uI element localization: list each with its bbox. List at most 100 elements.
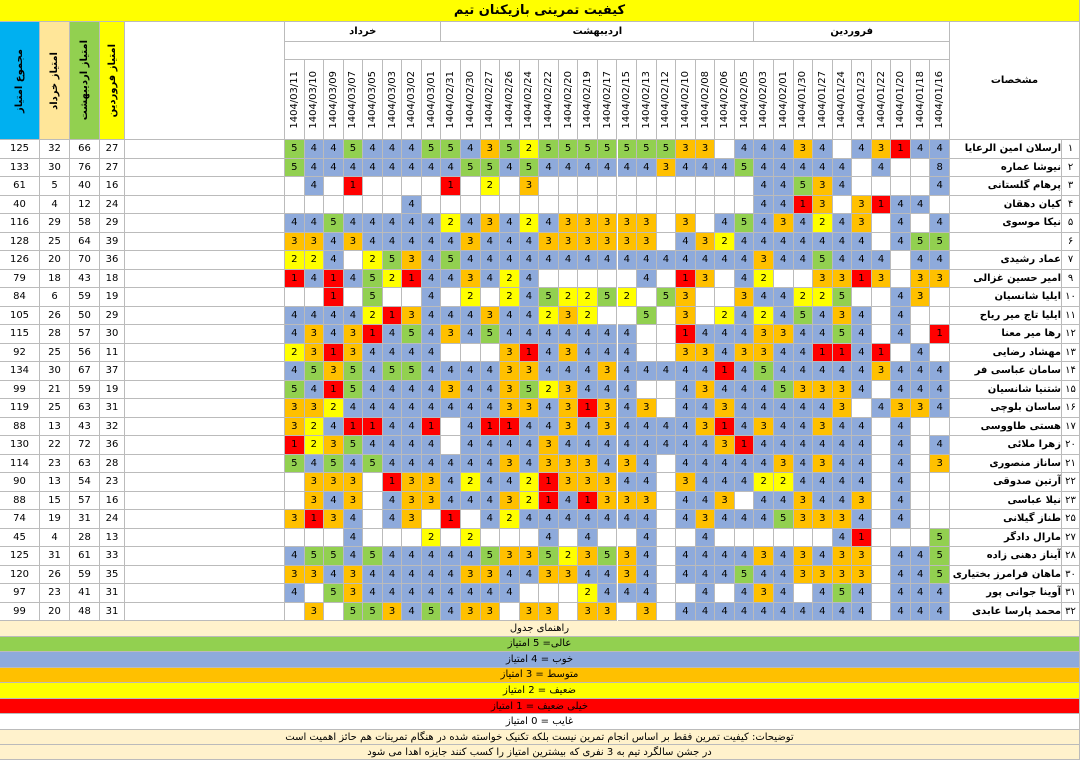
score-cell: 4 <box>910 140 931 159</box>
player-name-text: طناز گیلانی <box>1003 513 1061 525</box>
score-cell: 5 <box>637 140 657 159</box>
score-cell-text: 4 <box>447 476 454 488</box>
score-cell-text: 4 <box>897 494 904 506</box>
score-cell: 4 <box>891 565 911 584</box>
empty-cell <box>597 528 618 547</box>
score-cell-text: 4 <box>682 235 689 247</box>
score-cell: 4 <box>656 251 677 270</box>
score-cell: 4 <box>597 510 618 529</box>
summary-value-text: 19 <box>48 513 61 525</box>
score-cell-text: 5 <box>330 550 337 562</box>
empty-cell <box>382 195 403 214</box>
score-cell: 4 <box>676 565 696 584</box>
score-cell: 2 <box>500 510 520 529</box>
score-cell: 4 <box>813 140 833 159</box>
score-cell: 4 <box>715 547 735 566</box>
score-cell: 3 <box>754 251 774 270</box>
score-cell-text: 4 <box>799 420 806 432</box>
score-cell-text: 4 <box>701 531 709 543</box>
title-bar: کیفیت تمرینی بازیکنان تیم <box>0 0 1080 22</box>
score-cell-text: 4 <box>623 420 630 432</box>
empty-cell <box>715 528 735 547</box>
date-header: 1404/01/22 <box>871 60 892 140</box>
score-cell-text: 4 <box>799 402 806 414</box>
score-cell: 4 <box>715 343 735 362</box>
score-cell-text: 1 <box>877 346 885 358</box>
score-cell: 1 <box>304 510 325 529</box>
summary-value: 116 <box>0 214 40 233</box>
score-cell: 4 <box>500 473 520 492</box>
score-cell: 3 <box>871 140 892 159</box>
score-cell: 4 <box>382 565 403 584</box>
score-cell: 4 <box>852 380 872 399</box>
score-cell-text: 4 <box>916 254 924 266</box>
player-name-text: ساسان بلوچی <box>990 402 1061 414</box>
score-cell-text: 4 <box>838 439 846 451</box>
summary-value: 19 <box>40 510 70 529</box>
summary-value-text: 30 <box>48 161 61 173</box>
score-cell-text: 2 <box>780 476 787 488</box>
score-cell: 4 <box>597 436 618 455</box>
score-cell: 4 <box>813 362 833 381</box>
date-header-text: 1404/03/01 <box>425 70 437 129</box>
empty-cell <box>500 177 520 196</box>
score-cell-text: 4 <box>916 605 924 617</box>
summary-value-text: 25 <box>48 402 61 414</box>
blank-cell <box>125 510 285 529</box>
score-cell: 1 <box>421 417 442 436</box>
score-cell-text: 4 <box>584 346 591 358</box>
summary-value-text: 22 <box>48 439 61 451</box>
score-cell: 3 <box>832 306 853 325</box>
score-cell-text: 1 <box>447 513 454 525</box>
summary-header-text: مجموع امتیاز <box>14 48 25 113</box>
score-cell-text: 3 <box>506 383 513 395</box>
empty-cell <box>519 195 540 214</box>
score-cell-text: 4 <box>525 420 533 432</box>
score-cell: 4 <box>715 251 735 270</box>
score-cell-text: 3 <box>349 568 357 580</box>
summary-value-text: 29 <box>105 217 119 229</box>
score-cell: 4 <box>773 288 794 307</box>
score-cell: 4 <box>578 362 598 381</box>
empty-cell <box>382 177 403 196</box>
row-number: ۲۳ <box>1062 491 1080 510</box>
empty-cell <box>871 528 892 547</box>
details-header-text: مشخصات <box>990 75 1039 86</box>
score-cell-text: 2 <box>819 217 826 229</box>
score-cell-text: 3 <box>349 346 357 358</box>
row-number-text: ۱۴ <box>1065 365 1076 377</box>
score-cell-text: 4 <box>584 383 591 395</box>
summary-value: 88 <box>0 491 40 510</box>
score-cell: 4 <box>676 417 696 436</box>
score-cell-text: 4 <box>780 568 787 580</box>
empty-cell <box>382 528 403 547</box>
score-cell: 3 <box>813 177 833 196</box>
score-cell-text: 3 <box>799 494 806 506</box>
player-name: نیوشا عماره <box>950 158 1062 177</box>
date-header: 1404/01/20 <box>891 60 911 140</box>
blank-cell <box>125 602 285 621</box>
score-cell: 3 <box>597 491 618 510</box>
score-cell: 5 <box>285 140 305 159</box>
date-header-text: 1404/03/05 <box>367 70 378 129</box>
score-cell: 4 <box>441 306 462 325</box>
score-cell: 4 <box>734 251 755 270</box>
date-header-text: 1404/01/20 <box>895 70 907 129</box>
date-header: 1404/02/17 <box>597 60 618 140</box>
empty-cell <box>871 565 892 584</box>
empty-cell <box>461 177 481 196</box>
date-header-text: 1404/02/12 <box>660 70 672 129</box>
score-cell-text: 4 <box>486 402 494 414</box>
score-cell: 4 <box>813 436 833 455</box>
row-number: ۳۱ <box>1062 584 1080 603</box>
score-cell: 5 <box>558 140 579 159</box>
score-cell-text: 4 <box>349 402 357 414</box>
summary-value: 114 <box>0 454 40 473</box>
score-cell-text: 4 <box>447 161 454 173</box>
score-cell-text: 3 <box>525 365 533 377</box>
score-cell-text: 2 <box>291 346 298 358</box>
legend-item: ضعیف = 2 امتیاز <box>0 683 1080 699</box>
score-cell-text: 1 <box>291 272 298 284</box>
score-cell: 3 <box>382 602 403 621</box>
empty-cell <box>832 195 853 214</box>
